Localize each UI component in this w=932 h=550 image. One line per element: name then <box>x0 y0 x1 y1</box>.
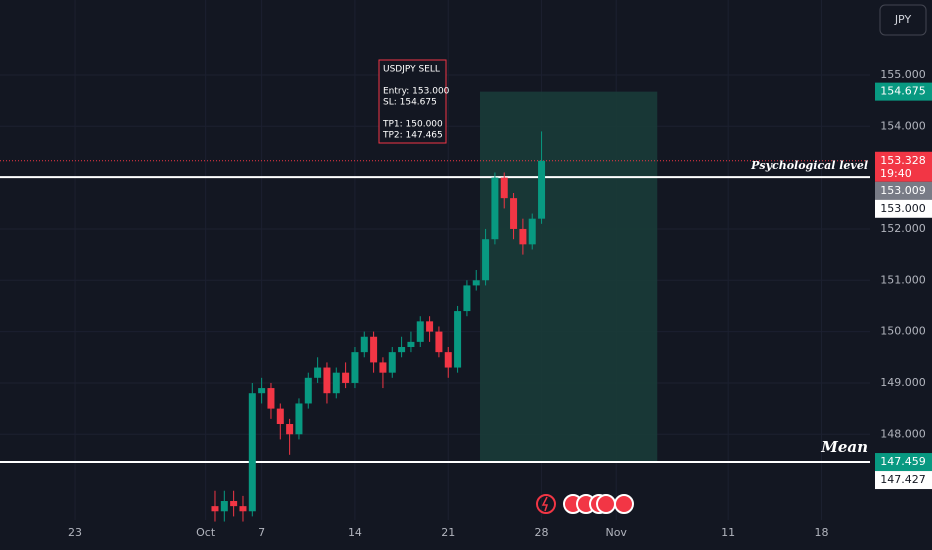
candle-body <box>323 367 331 394</box>
x-tick-label: Nov <box>605 526 627 539</box>
candle-body <box>472 280 480 286</box>
price-tag-label: 147.459 <box>880 455 926 468</box>
event-icon-glyph <box>541 496 549 512</box>
x-tick-label: 14 <box>348 526 362 539</box>
candle-body <box>388 352 396 373</box>
x-tick-label: 7 <box>258 526 265 539</box>
annotation-line: TP1: 150.000 <box>382 120 443 130</box>
candle-body <box>379 362 387 373</box>
candle-body <box>500 177 508 199</box>
candle-body <box>286 424 294 435</box>
annotation-line: Entry: 153.000 <box>383 87 450 97</box>
candle-body <box>519 228 527 245</box>
y-tick-label: 148.000 <box>880 427 926 440</box>
price-tag-label: 153.328 <box>880 154 926 167</box>
level-label: Psychological level <box>750 159 868 172</box>
candle-body <box>510 198 518 229</box>
price-tag <box>875 151 932 182</box>
x-tick-label: 18 <box>814 526 828 539</box>
price-tag-label: 153.000 <box>880 202 926 215</box>
candle-body <box>248 393 256 512</box>
candle-body <box>454 311 462 368</box>
price-tag <box>875 82 932 101</box>
annotation-line: USDJPY SELL <box>383 65 440 75</box>
x-tick-label: 11 <box>721 526 735 539</box>
y-tick-label: 149.000 <box>880 376 926 389</box>
x-tick-label: 23 <box>68 526 82 539</box>
x-tick-label: Oct <box>196 526 216 539</box>
candle-body <box>351 352 359 383</box>
candle-body <box>370 336 378 363</box>
candle-body <box>463 285 471 312</box>
candle-body <box>416 321 424 342</box>
annotation-line: TP2: 147.465 <box>382 131 443 141</box>
candle-body <box>482 239 490 281</box>
candle-body <box>211 506 219 512</box>
price-tag <box>875 199 932 218</box>
event-icon[interactable] <box>614 494 634 514</box>
candle-body <box>304 377 312 404</box>
price-tag <box>875 471 932 490</box>
candle-body <box>276 408 284 425</box>
candle-body <box>332 372 340 394</box>
price-tag <box>875 181 932 200</box>
candle-body <box>230 501 238 507</box>
annotation-line: SL: 154.675 <box>383 98 437 108</box>
annotation-box <box>378 59 447 144</box>
candle-body <box>491 177 499 240</box>
event-icon[interactable] <box>596 494 616 514</box>
event-icon[interactable] <box>536 494 556 514</box>
price-tag-label: 153.009 <box>880 184 926 197</box>
level-label: Mean <box>820 438 868 456</box>
candle-body <box>426 321 434 332</box>
candle-body <box>314 367 322 378</box>
candle-body <box>435 331 443 353</box>
candle-body <box>528 218 536 245</box>
x-tick-label: 28 <box>535 526 549 539</box>
candle-body <box>220 501 228 512</box>
y-tick-label: 150.000 <box>880 325 926 338</box>
candle-body <box>258 388 266 394</box>
position-box <box>479 91 658 462</box>
y-tick-label: 151.000 <box>880 273 926 286</box>
x-tick-label: 21 <box>441 526 455 539</box>
y-tick-label: 154.000 <box>880 119 926 132</box>
candle-body <box>267 388 275 409</box>
candle-body <box>398 347 406 353</box>
y-tick-label: 155.000 <box>880 68 926 81</box>
candle-body <box>360 336 368 353</box>
candle-body <box>239 506 247 512</box>
price-tag <box>875 453 932 472</box>
event-icons <box>536 494 634 514</box>
currency-label[interactable]: JPY <box>894 13 912 26</box>
countdown-label: 19:40 <box>880 167 912 180</box>
currency-button[interactable] <box>879 4 927 36</box>
candle-body <box>342 372 350 383</box>
y-tick-label: 152.000 <box>880 222 926 235</box>
price-tag-label: 154.675 <box>880 85 926 98</box>
candle-body <box>407 341 415 348</box>
candle-body <box>295 403 303 435</box>
candle-body <box>538 160 546 219</box>
candle-body <box>444 352 452 368</box>
price-tag-label: 147.427 <box>880 473 926 486</box>
